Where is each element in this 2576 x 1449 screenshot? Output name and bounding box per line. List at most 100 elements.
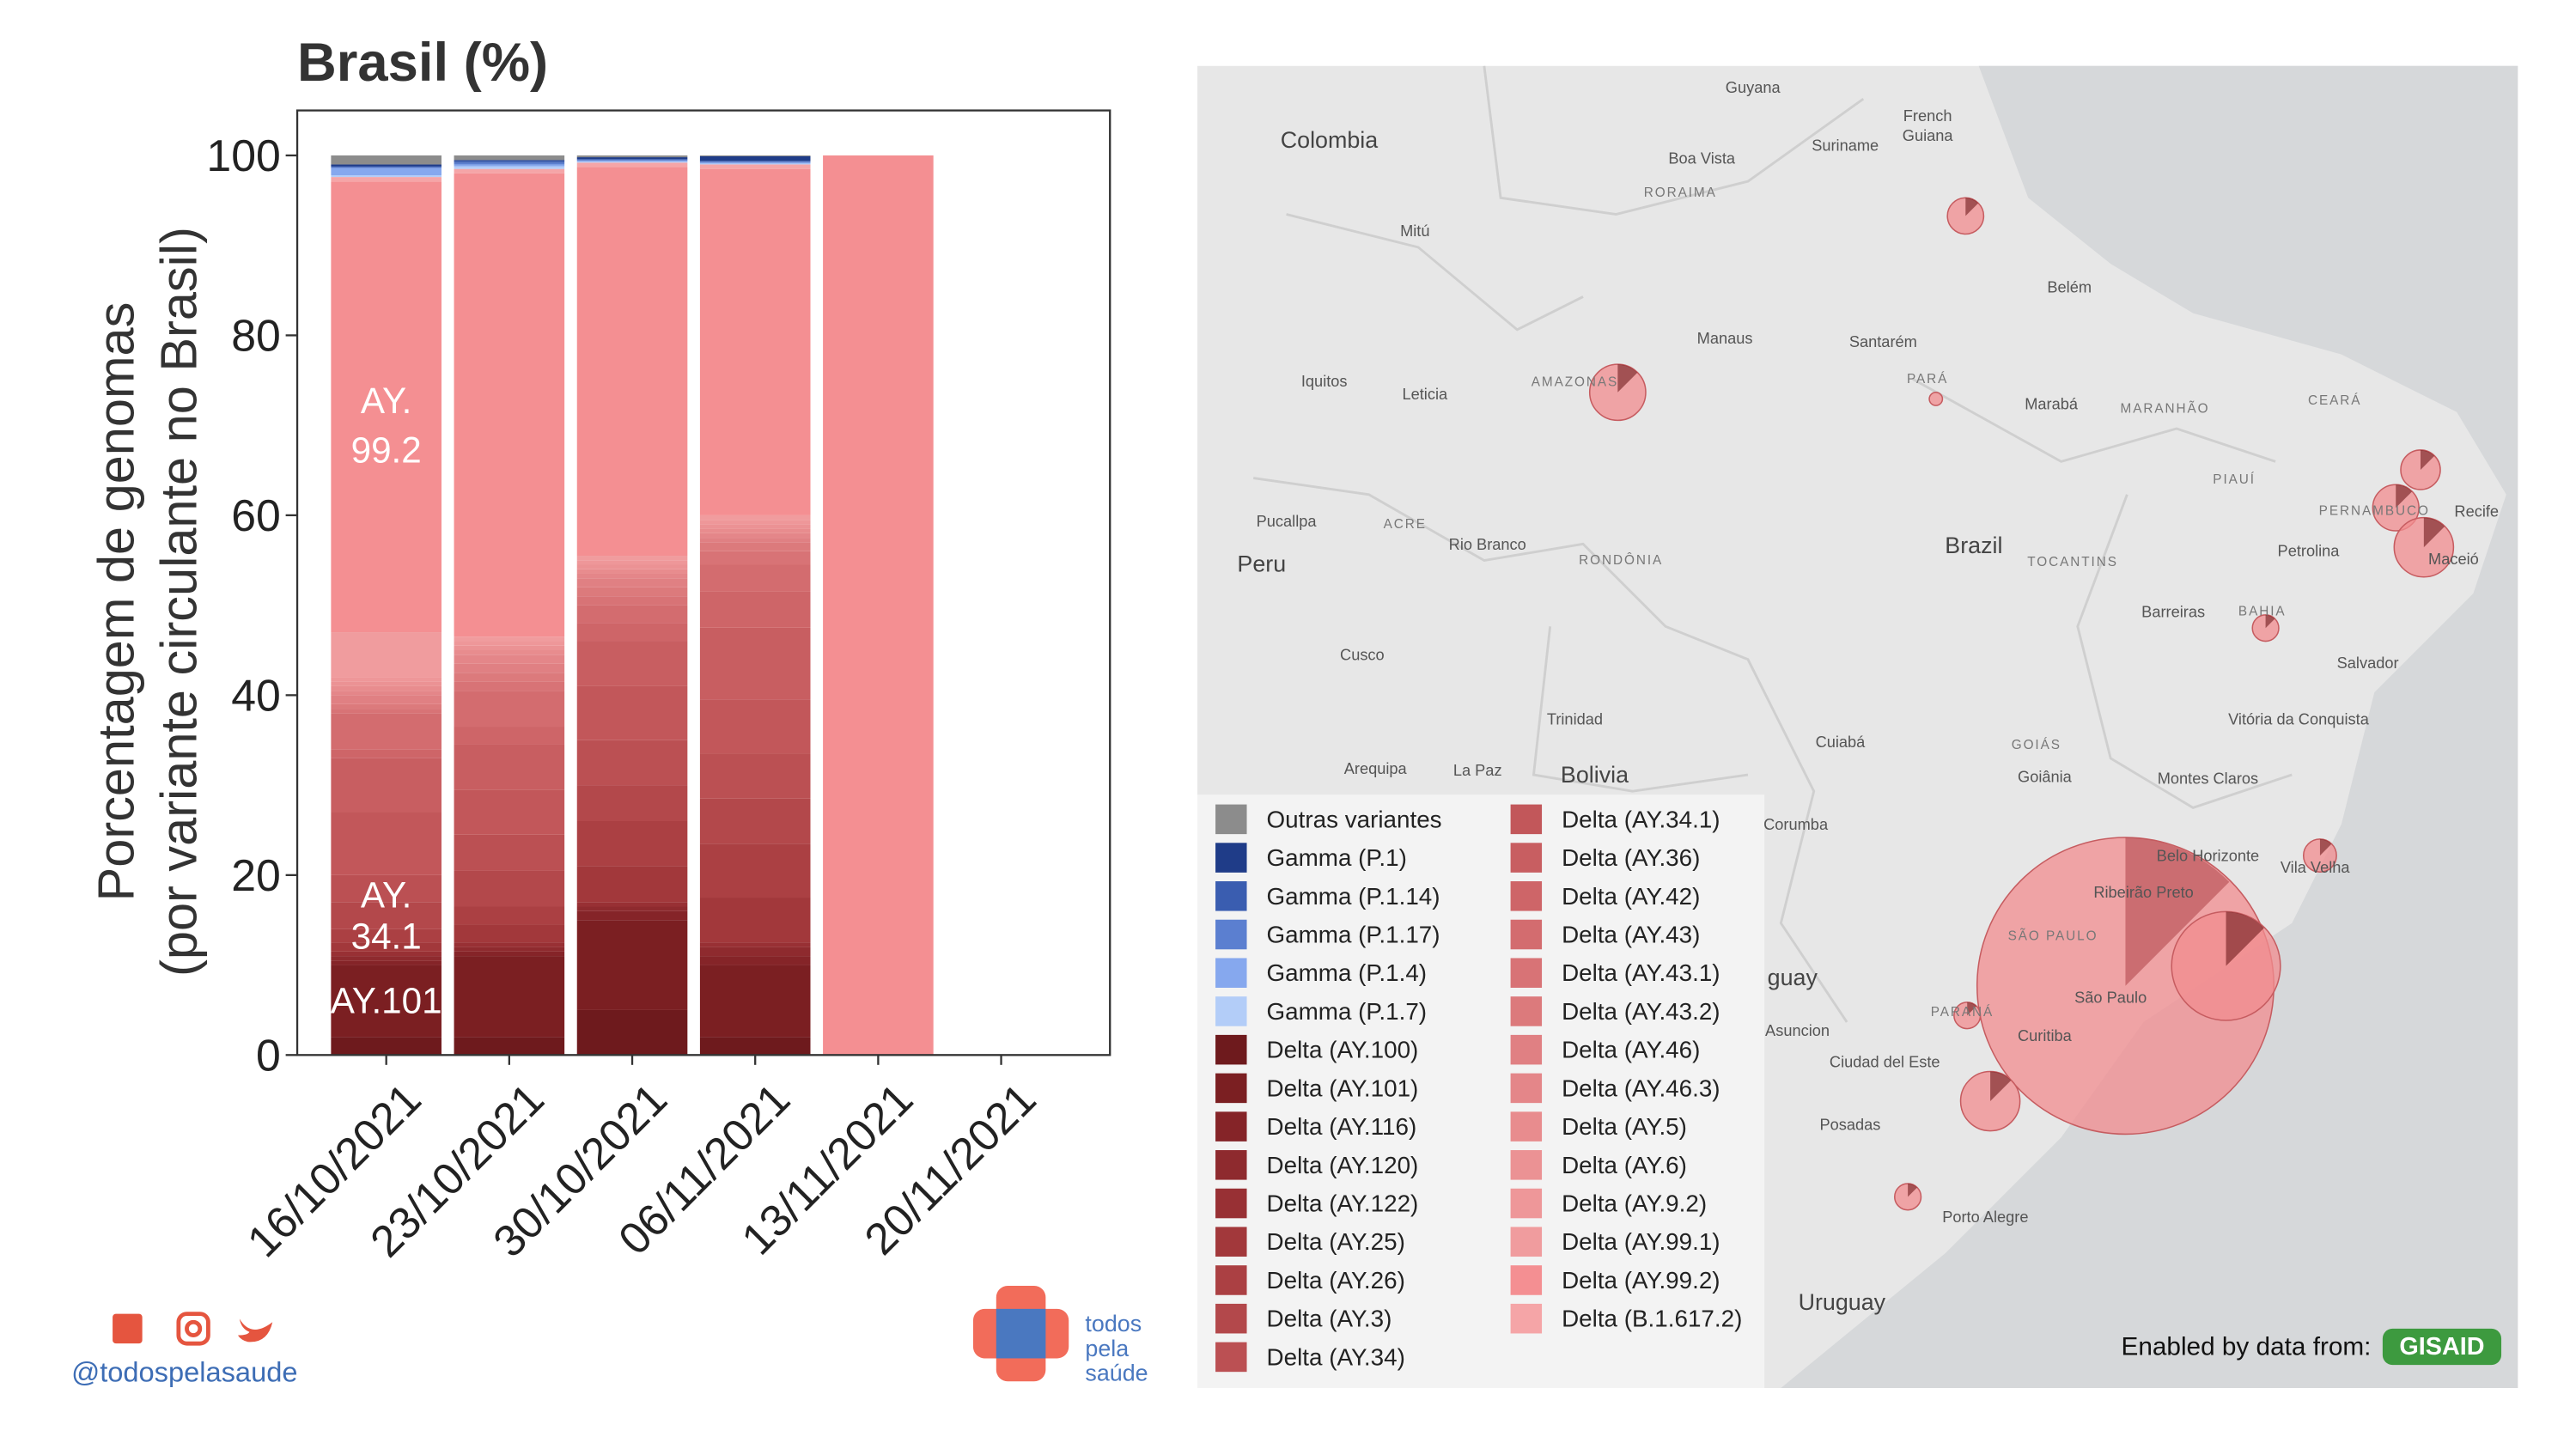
legend-label: Gamma (P.1) (1267, 844, 1407, 871)
legend-label: Gamma (P.1.7) (1267, 998, 1428, 1025)
bar-segment (576, 573, 688, 579)
map-pie-slice (1967, 1002, 1976, 1016)
map-label: Maceió (2428, 550, 2479, 568)
legend-swatch (1510, 919, 1543, 950)
map-label: Montes Claros (2158, 769, 2258, 787)
twitter-icon[interactable] (237, 1318, 273, 1342)
chart-title: Brasil (%) (297, 33, 548, 93)
map-label: Vitória da Conquista (2228, 709, 2370, 728)
instagram-icon-lens (185, 1319, 203, 1337)
map-pie-slice (2423, 517, 2445, 548)
bar-segment (331, 677, 442, 682)
bar-segment (331, 695, 442, 704)
bar-segment (454, 956, 565, 1038)
legend-label: Delta (AY.43.1) (1562, 959, 1720, 986)
bar-segment (454, 663, 565, 673)
y-axis-label: Porcentagem de genomas (por variante cir… (87, 227, 207, 977)
map-label: Iquitos (1301, 372, 1348, 390)
legend-swatch (1510, 843, 1543, 873)
legend-swatch (1215, 1265, 1247, 1295)
legend-label: Outras variantes (1267, 806, 1442, 832)
bar-segment (576, 740, 688, 786)
bar-segment (454, 691, 565, 728)
map-pie-slice (2421, 449, 2435, 470)
bar-segment (454, 744, 565, 790)
map-ocean (1781, 65, 2518, 1388)
logo (972, 1285, 1069, 1382)
map-label: PARÁ (1907, 372, 1948, 387)
legend-box (1197, 795, 1765, 1388)
bar-segment (454, 834, 565, 871)
map-pie-slice (2226, 911, 2264, 966)
map-label: Corumba (1763, 815, 1829, 833)
legend-label: Delta (AY.101) (1267, 1075, 1419, 1101)
annotation: 34.1 (351, 916, 422, 957)
bar-segment (454, 951, 565, 957)
bar-segment (331, 709, 442, 714)
bar-segment (576, 564, 688, 569)
legend-swatch (1215, 1111, 1247, 1142)
bar-segment (331, 177, 442, 182)
legend-label: Delta (AY.100) (1267, 1037, 1419, 1063)
map-label: Colombia (1281, 127, 1379, 153)
bar-segment (454, 654, 565, 664)
legend-label: Gamma (P.1.17) (1267, 922, 1440, 948)
bar-segment (699, 162, 811, 164)
map-label: Guyana (1726, 78, 1781, 96)
map-label: BAHIA (2238, 605, 2287, 619)
map-label: GOIÁS (2012, 738, 2061, 752)
bar-segment (699, 163, 811, 165)
annotation: AY. (361, 381, 411, 421)
gisaid-logo: GISAID (2399, 1333, 2484, 1361)
bar-segment (454, 166, 565, 169)
map-label: RORAIMA (1644, 186, 1717, 200)
logo-text: pela (1085, 1336, 1129, 1361)
map-label: Posadas (1820, 1115, 1881, 1133)
bar-segment (331, 174, 442, 178)
annotation: AY.101 (331, 980, 442, 1020)
bar-segment (331, 632, 442, 678)
legend-swatch (1510, 804, 1543, 835)
bar-segment (576, 162, 688, 167)
map-pie-slice (1617, 364, 1638, 393)
map-label: São Paulo (2074, 989, 2147, 1007)
map-borders (1252, 65, 2293, 1023)
bar-segment (699, 798, 811, 844)
bar-segment (331, 758, 442, 813)
bar-segment (454, 681, 565, 691)
bar-segment (699, 591, 811, 628)
map-label: Cuiabá (1816, 733, 1867, 751)
credit-text: Enabled by data from: (2122, 1333, 2372, 1361)
map-pie-slice (2396, 484, 2413, 508)
bar-segment (454, 649, 565, 655)
instagram-icon[interactable] (176, 1312, 210, 1346)
bar-segment (331, 749, 442, 758)
bar-segment (699, 161, 811, 163)
bar-segment (699, 533, 811, 539)
bar-segment (454, 942, 565, 947)
legend-swatch (1510, 958, 1543, 989)
map-label: Pucallpa (1257, 512, 1318, 530)
bar-segment (699, 520, 811, 525)
bar-segment (576, 161, 688, 163)
bar-segment (331, 874, 442, 903)
legend-swatch (1215, 1227, 1247, 1257)
bar-segment (699, 956, 811, 965)
bar-segment (454, 160, 565, 161)
map-label: SÃO PAULO (2008, 929, 2098, 944)
map-label: Boa Vista (1668, 149, 1736, 167)
y-tick-label: 40 (231, 670, 281, 720)
legend-label: Delta (AY.34) (1267, 1343, 1405, 1370)
bar-segment (699, 168, 811, 515)
map-label: AMAZONAS (1532, 375, 1618, 390)
bar-segment (454, 673, 565, 682)
bar-segment (576, 785, 688, 821)
facebook-icon[interactable] (113, 1313, 143, 1344)
legend-swatch (1215, 843, 1247, 873)
bar-segment (576, 167, 688, 557)
bar-segment (331, 713, 442, 750)
legend-swatch (1215, 804, 1247, 835)
bar-segment (576, 159, 688, 161)
map-label: PARANÁ (1931, 1005, 1994, 1020)
